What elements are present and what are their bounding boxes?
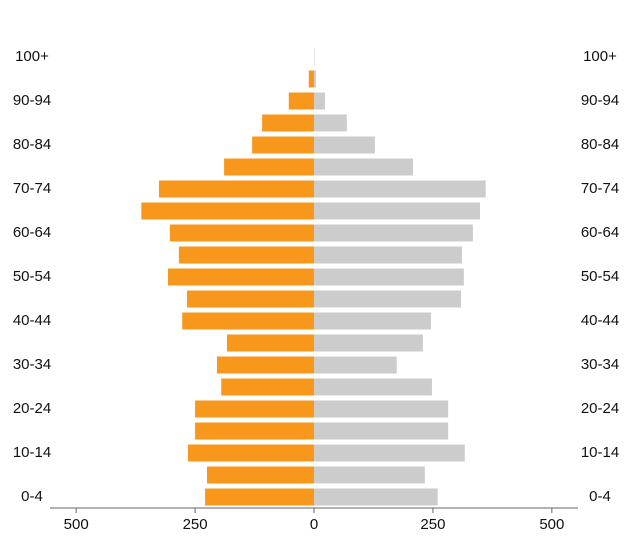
y-tick-label-right: 90-94 xyxy=(581,92,619,109)
bar xyxy=(262,115,314,132)
bar xyxy=(314,247,462,264)
bar xyxy=(314,71,316,88)
y-tick-label-right: 10-14 xyxy=(581,444,619,461)
bar xyxy=(314,379,432,396)
y-tick-label-right: 80-84 xyxy=(581,136,619,153)
bar xyxy=(309,71,314,88)
bar xyxy=(314,357,397,374)
bar xyxy=(221,379,314,396)
y-tick-label-right: 30-34 xyxy=(581,356,619,373)
bar xyxy=(227,335,314,352)
y-tick-label-left: 70-74 xyxy=(13,180,51,197)
x-tick-label: 500 xyxy=(539,516,564,533)
bar xyxy=(314,225,473,242)
bar xyxy=(224,159,314,176)
bar xyxy=(314,181,486,198)
bar xyxy=(179,247,314,264)
bar xyxy=(314,423,448,440)
y-tick-label-left: 80-84 xyxy=(13,136,51,153)
bar xyxy=(314,313,431,330)
y-tick-label-left: 30-34 xyxy=(13,356,51,373)
bar xyxy=(252,137,314,154)
bar xyxy=(314,401,448,418)
bar xyxy=(205,489,314,506)
y-tick-label-left: 100+ xyxy=(15,48,49,65)
x-tick-label: 250 xyxy=(183,516,208,533)
bar xyxy=(314,137,375,154)
bar xyxy=(314,203,480,220)
bar xyxy=(314,445,465,462)
bar xyxy=(195,401,314,418)
x-tick-label: 0 xyxy=(310,516,318,533)
bar xyxy=(188,445,314,462)
bar xyxy=(314,159,413,176)
bar xyxy=(314,335,423,352)
bar xyxy=(217,357,314,374)
bar xyxy=(314,115,347,132)
y-tick-label-right: 70-74 xyxy=(581,180,619,197)
y-tick-label-left: 40-44 xyxy=(13,312,51,329)
x-tick-label: 250 xyxy=(420,516,445,533)
bar xyxy=(314,93,325,110)
bar xyxy=(170,225,314,242)
bar xyxy=(207,467,314,484)
bar xyxy=(182,313,314,330)
bar xyxy=(168,269,314,286)
x-tick-label: 500 xyxy=(64,516,89,533)
bar xyxy=(195,423,314,440)
bar xyxy=(141,203,314,220)
y-tick-label-left: 90-94 xyxy=(13,92,51,109)
y-tick-label-right: 40-44 xyxy=(581,312,619,329)
bar xyxy=(289,93,314,110)
y-tick-label-right: 0-4 xyxy=(589,488,611,505)
y-tick-label-right: 100+ xyxy=(583,48,617,65)
bar xyxy=(314,467,425,484)
bar xyxy=(187,291,314,308)
y-tick-label-left: 10-14 xyxy=(13,444,51,461)
y-tick-label-right: 20-24 xyxy=(581,400,619,417)
bar xyxy=(314,291,461,308)
y-tick-label-right: 50-54 xyxy=(581,268,619,285)
y-tick-label-right: 60-64 xyxy=(581,224,619,241)
bar xyxy=(159,181,314,198)
y-tick-label-left: 50-54 xyxy=(13,268,51,285)
bar xyxy=(314,489,438,506)
y-tick-label-left: 20-24 xyxy=(13,400,51,417)
y-tick-label-left: 0-4 xyxy=(21,488,43,505)
bar xyxy=(314,269,464,286)
y-tick-label-left: 60-64 xyxy=(13,224,51,241)
